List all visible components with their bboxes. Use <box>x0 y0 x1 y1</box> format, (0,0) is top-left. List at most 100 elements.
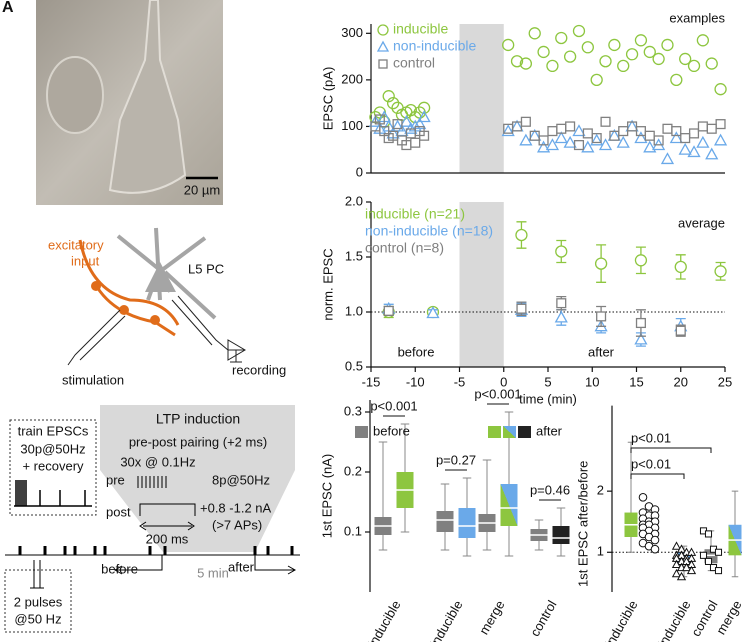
legend-label: inducible (n=21) <box>365 206 465 222</box>
x-axis-label: time (min) <box>519 391 577 406</box>
marker <box>556 312 567 322</box>
protocol-text: 30x @ 0.1Hz <box>120 454 195 469</box>
legend-swatch <box>488 426 501 438</box>
legend-swatch <box>518 426 531 438</box>
input-label: excitatory <box>48 237 104 252</box>
box <box>553 526 570 544</box>
micrograph: 20 µm <box>36 0 223 205</box>
marker <box>548 127 557 136</box>
marker <box>662 39 673 50</box>
annotation: after <box>588 344 615 359</box>
marker <box>565 51 576 62</box>
train-text: train EPSCs <box>18 423 89 438</box>
significance-bracket <box>631 474 684 479</box>
marker <box>556 32 567 43</box>
marker <box>516 230 527 241</box>
marker <box>378 25 388 35</box>
y-tick-label: 0.3 <box>344 403 362 418</box>
y-tick-label: 200 <box>341 71 363 86</box>
y-tick-label: 1.0 <box>345 303 363 318</box>
marker <box>715 568 721 574</box>
y-tick-label: 100 <box>341 118 363 133</box>
legend-label: before <box>373 423 410 438</box>
marker <box>609 39 620 50</box>
y-axis-label: 1st EPSC (nA) <box>319 454 334 539</box>
p-value: p=0.46 <box>530 482 570 497</box>
protocol-text: 200 ms <box>146 531 189 546</box>
x-tick-label: non-inducible <box>642 598 694 642</box>
y-tick-label: 2.0 <box>345 193 363 208</box>
x-tick-label: inducible <box>602 598 641 642</box>
y-tick-label: 2 <box>597 483 604 498</box>
marker <box>689 147 700 157</box>
marker <box>706 58 717 69</box>
marker <box>715 266 726 277</box>
marker <box>705 558 711 564</box>
marker <box>689 60 700 71</box>
marker <box>698 122 707 131</box>
protocol-title: LTP induction <box>156 411 240 427</box>
y-axis-label: 1st EPSC after/before <box>575 461 590 587</box>
protocol-text: before <box>101 561 138 576</box>
x-tick-label: 10 <box>585 374 599 389</box>
p-value: p<0.001 <box>370 398 417 413</box>
x-tick-label: -15 <box>362 374 381 389</box>
marker <box>635 255 646 266</box>
y-axis-label: EPSC (pA) <box>320 67 335 131</box>
protocol-text: pre-post pairing (+2 ms) <box>129 434 267 449</box>
legend-label: control (n=8) <box>365 240 444 256</box>
scale-bar-label: 20 µm <box>184 182 220 197</box>
marker <box>697 137 708 147</box>
legend-label: non-inducible (n=18) <box>365 223 493 239</box>
marker <box>690 129 699 138</box>
marker <box>596 258 607 269</box>
annotation: before <box>398 344 435 359</box>
marker <box>601 117 610 126</box>
box <box>437 511 454 532</box>
schematic: excitatory input L5 PC stimulation recor… <box>48 228 286 387</box>
marker <box>618 60 629 71</box>
marker <box>529 28 540 39</box>
marker <box>538 46 549 57</box>
x-tick-label: -5 <box>454 374 466 389</box>
marker <box>582 42 593 53</box>
marker <box>411 138 420 147</box>
y-tick-label: 1.5 <box>345 248 363 263</box>
x-tick-label: 25 <box>718 374 732 389</box>
marker <box>651 545 659 553</box>
p-value: p<0.01 <box>631 430 671 445</box>
marker <box>384 307 393 316</box>
marker <box>597 312 606 321</box>
x-tick-label: 20 <box>674 374 688 389</box>
protocol-text: 5 min <box>197 565 229 580</box>
marker <box>547 60 558 71</box>
protocol-text: (>7 APs) <box>212 517 262 532</box>
marker <box>639 493 647 501</box>
marker <box>556 246 567 257</box>
y-tick-label: 1 <box>597 544 604 559</box>
marker <box>378 42 388 51</box>
x-tick-label: control <box>527 598 560 639</box>
protocol-text: 8p@50Hz <box>212 472 270 487</box>
marker <box>662 154 673 164</box>
marker <box>697 35 708 46</box>
x-tick-label: -10 <box>406 374 425 389</box>
legend-label: control <box>393 55 435 71</box>
marker <box>583 129 592 138</box>
x-tick-label: 5 <box>544 374 551 389</box>
marker <box>600 56 611 67</box>
marker <box>676 326 685 335</box>
legend-label: inducible <box>393 21 448 37</box>
marker <box>715 135 726 145</box>
marker <box>503 39 514 50</box>
recording-label: recording <box>232 362 286 377</box>
x-tick-label: 15 <box>629 374 643 389</box>
marker <box>715 549 721 555</box>
marker <box>591 74 602 85</box>
marker <box>637 319 646 328</box>
marker <box>517 304 526 313</box>
x-tick-label: control <box>688 598 721 639</box>
p-value: p=0.27 <box>436 452 476 467</box>
stimulation-label: stimulation <box>62 372 124 387</box>
